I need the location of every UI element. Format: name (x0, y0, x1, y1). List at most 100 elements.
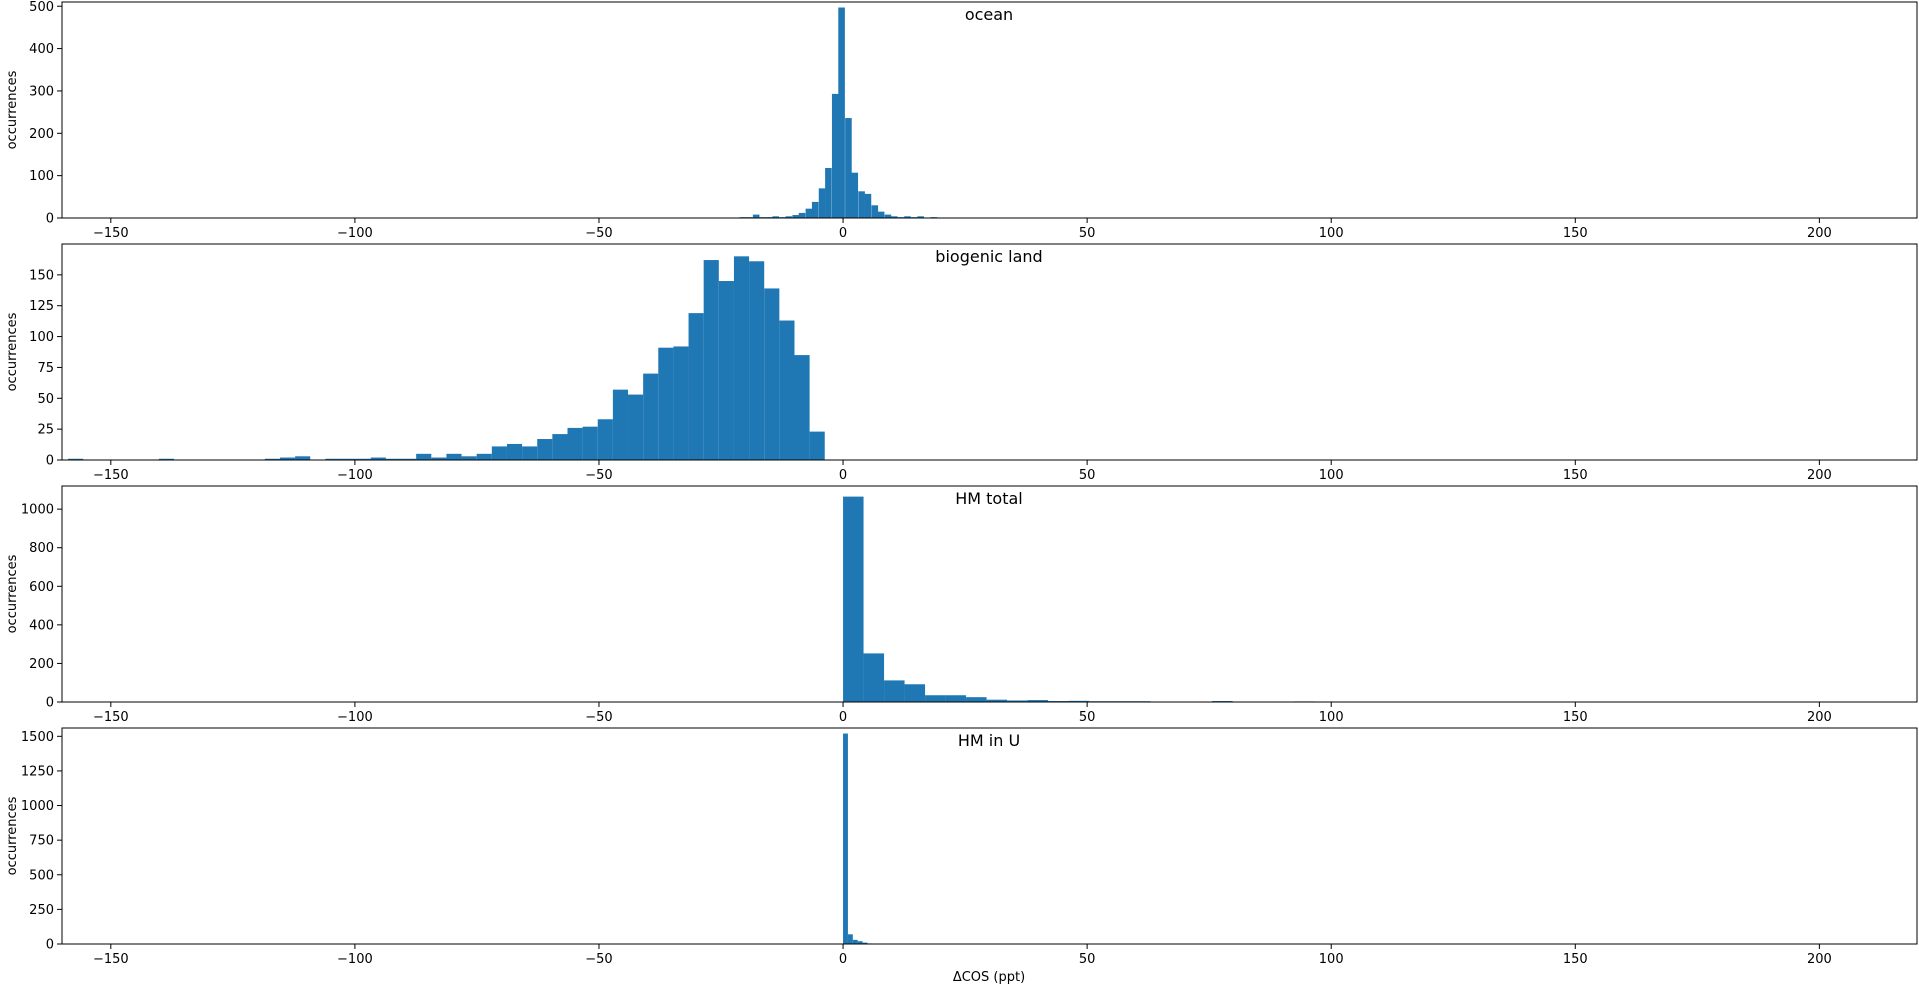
x-tick-label: 0 (839, 226, 847, 241)
histogram-bar (966, 697, 987, 702)
y-tick-label: 250 (29, 903, 54, 918)
histogram-panels: −150 −100 −50 0 50 100 150 2000100200300400500o… (5, 0, 1918, 967)
histogram-bar (891, 216, 898, 218)
histogram-bar (884, 680, 905, 702)
y-axis-label: occurrences (5, 70, 20, 149)
histogram-bar (838, 7, 845, 219)
histogram-bar (355, 458, 371, 460)
histogram-bar (811, 201, 819, 218)
histogram-bar (416, 453, 432, 460)
x-tick-label: −50 (585, 710, 612, 725)
x-tick-label: −150 (93, 468, 129, 483)
histogram-bar (792, 215, 799, 218)
histogram-bar (986, 699, 1008, 702)
y-tick-label: 0 (46, 696, 54, 711)
histogram-bar (295, 456, 311, 460)
histogram-bar (752, 214, 760, 218)
x-tick-label: 50 (1079, 468, 1096, 483)
histogram-bar (845, 118, 852, 218)
x-tick-label: 100 (1319, 468, 1344, 483)
histogram-bar (703, 260, 719, 460)
histogram-bar (385, 458, 402, 460)
histogram-bar (863, 653, 885, 702)
y-tick-label: 1000 (21, 799, 54, 814)
histogram-bar (401, 458, 417, 460)
histogram-bar (809, 431, 825, 460)
histogram-bar (325, 458, 341, 460)
x-tick-label: 50 (1079, 710, 1096, 725)
x-tick-label: −150 (93, 226, 129, 241)
histogram-bar (733, 256, 750, 460)
y-axis-label: occurrences (5, 796, 20, 875)
x-tick-label: 50 (1079, 226, 1096, 241)
y-tick-label: 150 (29, 268, 54, 283)
histogram-bar (818, 188, 826, 218)
y-tick-label: 100 (29, 330, 54, 345)
histogram-bar (537, 439, 553, 460)
x-tick-label: 50 (1079, 952, 1096, 967)
panel-title: HM in U (958, 731, 1020, 750)
y-tick-label: 800 (29, 541, 54, 556)
histogram-panel: −150 −100 −50 0 50 100 150 200 0 250 500 750 1000 125… (5, 727, 1918, 967)
plot-frame (61, 727, 1918, 945)
y-tick-label: 200 (29, 127, 54, 142)
histogram-bar (749, 261, 765, 460)
histogram-bar (279, 457, 296, 460)
y-tick-label: 0 (46, 212, 54, 227)
histogram-bar (843, 733, 848, 944)
x-tick-label: 0 (839, 952, 847, 967)
histogram-bar (1007, 700, 1028, 702)
x-tick-label: 200 (1807, 952, 1832, 967)
histogram-bar (718, 281, 734, 460)
histogram-bar (658, 347, 674, 460)
histogram-bar (688, 313, 704, 460)
panel-title: HM total (955, 489, 1023, 508)
histogram-bar (68, 458, 84, 460)
x-tick-label: −100 (337, 226, 373, 241)
plot-frame (61, 243, 1918, 461)
histogram-bar (857, 941, 863, 944)
histogram-bar (798, 212, 806, 218)
histogram-bar (582, 426, 598, 460)
y-tick-label: 400 (29, 618, 54, 633)
histogram-bar (158, 458, 175, 460)
histogram-bar (567, 427, 583, 460)
histogram-bar (491, 446, 507, 460)
y-tick-label: 75 (37, 361, 54, 376)
histogram-bar (506, 443, 523, 460)
histogram-panel: −150 −100 −50 0 50 100 150 200 0 100 200 300 400 500 o… (5, 0, 1918, 241)
panel-title: biogenic land (935, 247, 1042, 266)
histogram-bar (628, 394, 644, 460)
histogram-bar (673, 346, 689, 460)
histogram-bar (340, 458, 356, 460)
x-tick-label: 150 (1563, 710, 1588, 725)
histogram-bar (843, 496, 864, 702)
histogram-bar (884, 214, 892, 218)
histogram-bar (851, 172, 859, 218)
histogram-bar (852, 939, 858, 944)
x-tick-label: −100 (337, 952, 373, 967)
histogram-bar (805, 208, 813, 218)
y-tick-label: 1500 (21, 730, 54, 745)
histogram-bar (612, 389, 629, 460)
x-tick-label: 200 (1807, 468, 1832, 483)
histogram-bar (904, 216, 911, 218)
histogram-bar (1068, 700, 1090, 702)
histogram-bar (597, 419, 613, 460)
histogram-bar (772, 216, 779, 218)
x-tick-label: −150 (93, 710, 129, 725)
x-axis-label: ΔCOS (ppt) (953, 970, 1025, 985)
plot-frame (61, 1, 1918, 219)
histogram-bar (871, 205, 879, 218)
x-tick-label: 200 (1807, 226, 1832, 241)
x-tick-label: 200 (1807, 710, 1832, 725)
y-tick-label: 300 (29, 84, 54, 99)
histogram-bar (858, 191, 865, 218)
y-tick-label: 500 (29, 0, 54, 15)
histogram-bar (522, 446, 538, 460)
y-axis-label: occurrences (5, 554, 20, 633)
y-tick-label: 0 (46, 454, 54, 469)
histogram-bar (446, 453, 462, 460)
x-tick-label: 100 (1319, 226, 1344, 241)
